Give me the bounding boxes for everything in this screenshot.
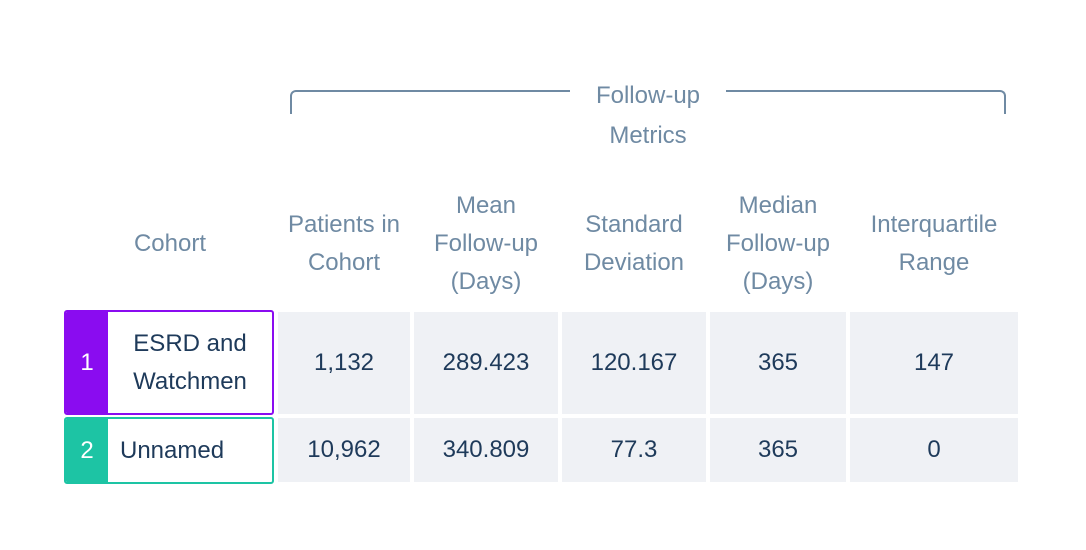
cell-iqr-2: 0 xyxy=(850,418,1018,482)
cohort-cell-1[interactable]: 1 ESRD and Watchmen xyxy=(64,310,274,415)
column-header-mean-followup: Mean Follow-up (Days) xyxy=(433,192,539,295)
column-header-standard-deviation: Standard Deviation xyxy=(583,211,685,276)
cell-mean-2: 340.809 xyxy=(414,418,558,482)
cell-sd-2: 77.3 xyxy=(562,418,706,482)
cohort-index-badge: 2 xyxy=(66,419,108,482)
cell-median-1: 365 xyxy=(710,312,846,414)
cohort-name: Unnamed xyxy=(120,436,225,464)
column-header-median-followup: Median Follow-up (Days) xyxy=(725,192,831,295)
column-header-cohort: Cohort xyxy=(133,230,207,257)
cell-patients-1: 1,132 xyxy=(278,312,410,414)
cell-iqr-1: 147 xyxy=(850,312,1018,414)
cohort-index-badge: 1 xyxy=(66,312,108,413)
column-header-interquartile-range: Interquartile Range xyxy=(870,211,998,276)
cell-median-2: 365 xyxy=(710,418,846,482)
cohort-name: ESRD and Watchmen xyxy=(133,329,247,395)
cell-mean-1: 289.423 xyxy=(414,312,558,414)
column-header-patients: Patients in Cohort xyxy=(287,211,401,276)
cell-sd-1: 120.167 xyxy=(562,312,706,414)
cohort-cell-2[interactable]: 2 Unnamed xyxy=(64,417,274,484)
cell-patients-2: 10,962 xyxy=(278,418,410,482)
group-header-label: Follow-up Metrics xyxy=(570,76,726,156)
